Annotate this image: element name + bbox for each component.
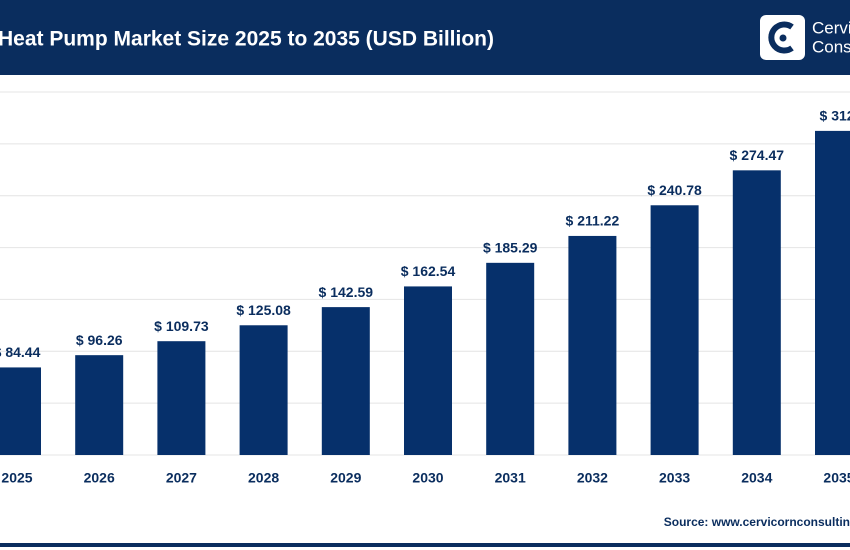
value-label: $ 312.	[820, 108, 850, 124]
header-bar	[0, 0, 850, 75]
value-label: $ 162.54	[401, 263, 456, 279]
bar	[321, 307, 370, 455]
x-tick-label: 2033	[659, 470, 690, 486]
bar	[486, 262, 535, 455]
chart-title: Heat Pump Market Size 2025 to 2035 (USD …	[0, 28, 494, 51]
value-label: $ 125.08	[236, 302, 291, 318]
bar	[732, 170, 781, 456]
value-label: $ 240.78	[647, 182, 702, 198]
x-tick-label: 2026	[84, 470, 115, 486]
x-tick-label: 2028	[248, 470, 279, 486]
x-tick-label: 2035	[823, 470, 850, 486]
value-label: $ 96.26	[76, 332, 123, 348]
x-tick-label: 2034	[741, 470, 772, 486]
value-label: $ 185.29	[483, 240, 538, 256]
x-tick-label: 2025	[1, 470, 32, 486]
bar	[404, 286, 452, 455]
value-label: $ 211.22	[566, 213, 620, 229]
source: Source: www.cervicornconsultin	[664, 515, 850, 529]
bar	[239, 325, 288, 455]
value-label: $ 142.59	[319, 284, 374, 300]
bar	[568, 235, 617, 455]
footer-line	[0, 543, 850, 547]
bar	[0, 367, 41, 455]
logo-text: Consu	[812, 37, 850, 56]
logo-dot	[779, 34, 787, 42]
bar	[157, 341, 206, 455]
x-tick-label: 2031	[495, 470, 526, 486]
bar	[815, 130, 850, 455]
value-label: $ 274.47	[730, 147, 785, 163]
bar	[75, 355, 124, 455]
x-tick-label: 2030	[412, 470, 443, 486]
x-tick-label: 2027	[166, 470, 197, 486]
value-label: $ 84.44	[0, 344, 41, 360]
logo-text: Cervic	[812, 18, 850, 37]
x-tick-label: 2032	[577, 470, 608, 486]
logo-c	[768, 21, 794, 54]
value-label: $ 109.73	[154, 318, 209, 334]
x-tick-label: 2029	[330, 470, 361, 486]
bar	[650, 205, 699, 455]
